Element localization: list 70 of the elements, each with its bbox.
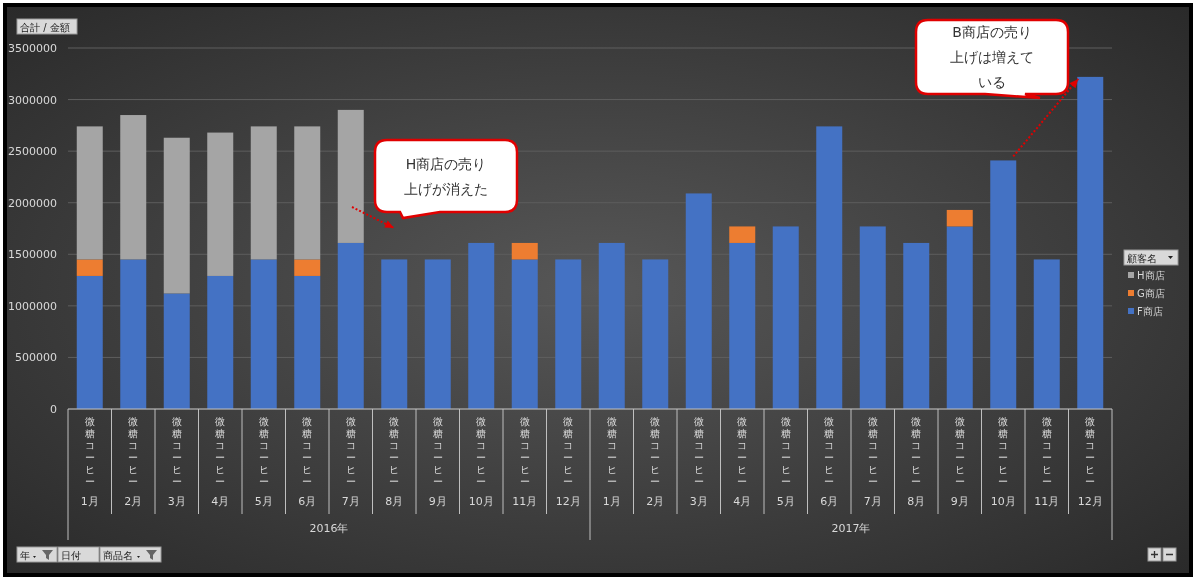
button: 日付 — [57, 546, 100, 563]
x-tick-label: 4月 — [211, 495, 230, 508]
x-tick-label: 8月 — [385, 495, 404, 508]
text: 微糖コーヒー — [171, 416, 182, 487]
button: 商品名 — [99, 546, 162, 563]
x-tick-label: 12月 — [555, 495, 581, 508]
text: 微糖コーヒー — [911, 416, 922, 487]
text: 微糖コーヒー — [432, 416, 443, 487]
x-tick-label: 7月 — [863, 495, 882, 508]
y-tick-label: 2500000 — [8, 145, 57, 159]
annotation: H商店の売り上げが消えた — [404, 155, 488, 197]
text: 微糖コーヒー — [650, 416, 661, 487]
y-tick-label: 3500000 — [8, 42, 57, 55]
y-tick-label: 3000000 — [8, 93, 57, 107]
x-tick-label: 8月 — [907, 495, 926, 508]
x-tick-label: 9月 — [950, 495, 969, 508]
y-tick-label: 0 — [50, 403, 57, 416]
x-tick-label: 10月 — [468, 495, 494, 508]
text: 微糖コーヒー — [998, 416, 1009, 487]
legend-title: 顧客名 — [1127, 252, 1157, 264]
callout: B商店の売り上げは増えている — [914, 18, 1070, 100]
x-tick-label: 7月 — [341, 495, 360, 508]
x-tick-label: 12月 — [1077, 495, 1103, 508]
text: 2017年 — [831, 522, 871, 535]
button: 合計 / 金額 — [16, 18, 78, 35]
annotation: B商店の売り上げは増えている — [950, 24, 1034, 90]
text: 微糖コーヒー — [345, 416, 356, 487]
text: 微糖コーヒー — [128, 416, 139, 487]
y-tick-label: 2000000 — [8, 196, 57, 210]
text: 微糖コーヒー — [84, 416, 95, 487]
x-tick-label: 4月 — [733, 495, 752, 508]
text: 微糖コーヒー — [302, 416, 313, 487]
x-tick-label: 10月 — [990, 495, 1016, 508]
x-tick-label: 6月 — [820, 495, 839, 508]
callout: H商店の売り上げが消えた — [373, 138, 519, 220]
text: 2016年 — [309, 522, 349, 535]
text: 微糖コーヒー — [215, 416, 226, 487]
x-tick-label: 5月 — [776, 495, 795, 508]
text: 微糖コーヒー — [389, 416, 400, 487]
x-tick-label: 3月 — [689, 495, 708, 508]
x-tick-label: 2月 — [124, 495, 143, 508]
x-tick-label: 11月 — [512, 495, 538, 508]
text: 微糖コーヒー — [693, 416, 704, 487]
text: 微糖コーヒー — [606, 416, 617, 487]
text: 微糖コーヒー — [954, 416, 965, 487]
y-tick-label: 1000000 — [8, 299, 57, 313]
x-tick-label: 9月 — [428, 495, 447, 508]
x-tick-label: 1月 — [80, 495, 99, 508]
text: 微糖コーヒー — [867, 416, 878, 487]
x-tick-label: 6月 — [298, 495, 317, 508]
x-tick-label: 2月 — [646, 495, 665, 508]
text: 微糖コーヒー — [737, 416, 748, 487]
legend-label: F商店 — [1137, 306, 1163, 317]
text: 微糖コーヒー — [476, 416, 487, 487]
text: 微糖コーヒー — [563, 416, 574, 487]
x-tick-label: 1月 — [602, 495, 621, 508]
text: 微糖コーヒー — [1041, 416, 1052, 487]
y-tick-label: 1500000 — [8, 248, 57, 262]
button: 年 — [16, 546, 58, 563]
text: 微糖コーヒー — [1085, 416, 1096, 487]
text: 微糖コーヒー — [519, 416, 530, 487]
text: 微糖コーヒー — [824, 416, 835, 487]
text: 微糖コーヒー — [258, 416, 269, 487]
y-tick-label: 500000 — [15, 351, 57, 365]
legend-label: G商店 — [1137, 288, 1165, 299]
x-tick-label: 5月 — [254, 495, 273, 508]
legend-label: H商店 — [1137, 270, 1165, 281]
x-tick-label: 11月 — [1034, 495, 1060, 508]
text: 微糖コーヒー — [780, 416, 791, 487]
x-tick-label: 3月 — [167, 495, 186, 508]
